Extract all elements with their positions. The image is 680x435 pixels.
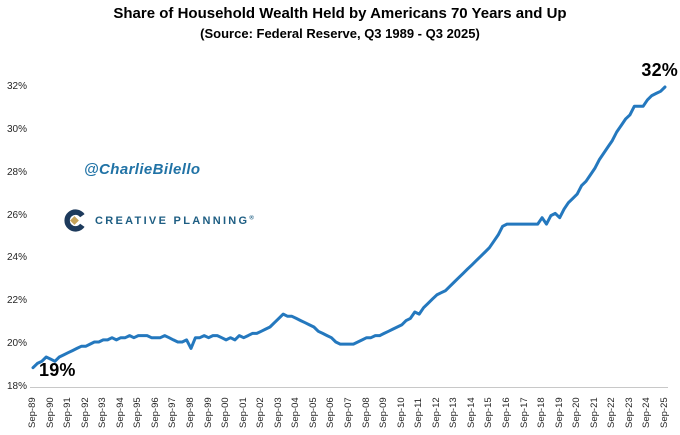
x-tick-label: Sep-12 (430, 397, 442, 428)
chart-subtitle: (Source: Federal Reserve, Q3 1989 - Q3 2… (200, 26, 480, 41)
x-tick-label: Sep-15 (483, 397, 495, 428)
y-tick-label: 18% (6, 381, 27, 392)
chart-title: Share of Household Wealth Held by Americ… (113, 5, 567, 22)
brand-name: CREATIVE PLANNING® (95, 214, 257, 227)
start-annotation: 19% (39, 360, 76, 380)
x-tick-label: Sep-94 (114, 397, 126, 428)
x-tick-label: Sep-99 (202, 397, 214, 428)
x-tick-label: Sep-24 (641, 397, 653, 428)
x-tick-label: Sep-17 (518, 397, 530, 428)
x-tick-label: Sep-16 (501, 397, 512, 428)
x-tick-label: Sep-19 (553, 397, 565, 428)
x-tick-label: Sep-10 (395, 397, 407, 428)
x-tick-label: Sep-08 (360, 397, 372, 428)
x-tick-label: Sep-23 (623, 397, 635, 428)
x-tick-label: Sep-92 (79, 397, 91, 428)
x-tick-label: Sep-18 (536, 397, 548, 428)
x-tick-label: Sep-02 (255, 397, 267, 428)
x-tick-label: Sep-98 (185, 397, 196, 428)
line-series (31, 85, 667, 370)
x-tick-label: Sep-22 (606, 397, 618, 428)
x-tick-label: Sep-03 (272, 397, 284, 428)
x-tick-label: Sep-14 (465, 397, 477, 428)
creative-planning-c-icon (64, 209, 85, 232)
y-tick-label: 24% (6, 252, 27, 264)
x-tick-label: Sep-05 (307, 397, 319, 428)
brand-logo: CREATIVE PLANNING® (64, 209, 256, 232)
x-tick-label: Sep-91 (62, 397, 74, 428)
y-tick-label: 28% (6, 166, 27, 178)
x-tick-label: Sep-09 (378, 397, 390, 428)
y-tick-label: 30% (6, 123, 27, 135)
x-tick-label: Sep-20 (571, 397, 583, 428)
x-tick-label: Sep-13 (448, 397, 460, 428)
end-annotation: 32% (641, 60, 678, 80)
watermark-handle: @CharlieBilello (84, 161, 201, 178)
x-tick-label: Sep-97 (167, 397, 179, 428)
x-tick-label: Sep-00 (220, 397, 232, 428)
x-tick-label: Sep-07 (343, 397, 354, 428)
x-tick-label: Sep-25 (659, 397, 670, 428)
y-tick-label: 22% (6, 295, 27, 307)
x-tick-label: Sep-95 (132, 397, 144, 428)
y-tick-label: 20% (6, 338, 27, 350)
x-tick-label: Sep-89 (27, 397, 38, 428)
x-tick-label: Sep-06 (325, 397, 337, 428)
y-tick-label: 32% (6, 81, 27, 92)
y-tick-label: 26% (6, 209, 27, 221)
x-tick-label: Sep-93 (97, 397, 109, 428)
x-tick-label: Sep-96 (149, 397, 161, 428)
x-tick-label: Sep-90 (44, 397, 56, 428)
registered-mark: ® (249, 214, 257, 221)
x-tick-label: Sep-21 (588, 397, 600, 428)
x-tick-label: Sep-11 (413, 398, 425, 428)
x-tick-label: Sep-01 (237, 397, 249, 428)
x-tick-label: Sep-04 (290, 397, 302, 428)
